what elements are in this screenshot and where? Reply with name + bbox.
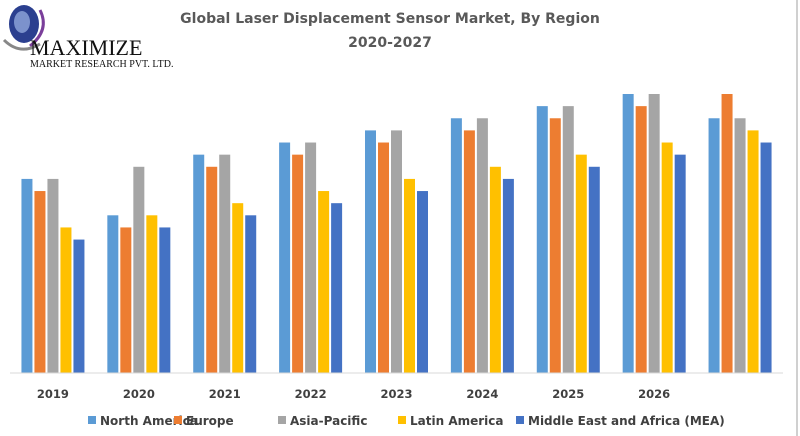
logo: MAXIMIZE MARKET RESEARCH PVT. LTD. — [2, 5, 173, 70]
bar-2019-asia-pacific — [47, 178, 59, 373]
x-tick-label: 2019 — [37, 387, 69, 401]
bar-last-middle-east-and-africa-mea- — [760, 142, 772, 373]
bar-2020-middle-east-and-africa-mea- — [159, 227, 171, 373]
bar-2025-asia-pacific — [562, 106, 574, 373]
legend-swatch — [398, 416, 406, 424]
legend-label: Middle East and Africa (MEA) — [528, 414, 725, 428]
bar-2021-north-america — [193, 154, 205, 373]
bar-2024-europe — [463, 130, 475, 373]
legend-label: Asia-Pacific — [290, 414, 367, 428]
legend-label: North America — [100, 414, 198, 428]
bar-2023-latin-america — [404, 178, 415, 373]
bar-2023-north-america — [365, 130, 376, 373]
bar-2022-north-america — [279, 142, 291, 373]
bar-2026-north-america — [622, 94, 634, 373]
x-tick-label: 2024 — [466, 387, 498, 401]
bar-2025-europe — [549, 118, 561, 374]
legend-swatch — [174, 416, 182, 424]
bar-2023-europe — [378, 142, 389, 373]
bar-2020-north-america — [107, 215, 119, 373]
logo-line2: MARKET RESEARCH PVT. LTD. — [30, 59, 173, 70]
bar-2020-asia-pacific — [133, 166, 145, 373]
logo-line1: MAXIMIZE — [30, 35, 142, 60]
bar-2019-latin-america — [60, 227, 72, 373]
bar-2024-middle-east-and-africa-mea- — [502, 178, 514, 373]
bar-2020-latin-america — [146, 215, 158, 373]
x-tick-label: 2022 — [295, 387, 327, 401]
bar-2026-middle-east-and-africa-mea- — [674, 154, 686, 373]
x-tick-label: 2026 — [638, 387, 670, 401]
x-tick-label: 2025 — [552, 387, 584, 401]
legend-swatch — [278, 416, 286, 424]
chart-title: Global Laser Displacement Sensor Market,… — [180, 11, 600, 27]
bar-2025-north-america — [536, 106, 548, 373]
bar-2026-europe — [635, 106, 647, 373]
bar-2024-latin-america — [489, 166, 501, 373]
x-tick-label: 2021 — [209, 387, 241, 401]
bar-2019-europe — [34, 191, 46, 373]
bar-2022-latin-america — [318, 191, 330, 373]
bar-last-latin-america — [747, 130, 759, 373]
bar-last-north-america — [708, 118, 720, 374]
bar-2024-north-america — [450, 118, 462, 374]
bar-2021-asia-pacific — [219, 154, 231, 373]
bar-2022-middle-east-and-africa-mea- — [331, 203, 343, 373]
bar-2019-middle-east-and-africa-mea- — [73, 239, 85, 373]
bar-last-europe — [721, 94, 733, 373]
bar-2019-north-america — [21, 178, 33, 373]
legend-swatch — [516, 416, 524, 424]
bar-2021-latin-america — [232, 203, 244, 373]
bar-2021-middle-east-and-africa-mea- — [245, 215, 257, 373]
chart-subtitle: 2020-2027 — [348, 35, 432, 51]
bar-2025-middle-east-and-africa-mea- — [588, 166, 600, 373]
bar-2023-asia-pacific — [391, 130, 402, 373]
bar-2022-asia-pacific — [305, 142, 317, 373]
bar-2021-europe — [206, 166, 218, 373]
legend-swatch — [88, 416, 96, 424]
bar-2023-middle-east-and-africa-mea- — [417, 191, 428, 373]
x-tick-label: 2023 — [380, 387, 412, 401]
bar-2024-asia-pacific — [476, 118, 488, 374]
x-tick-label: 2020 — [123, 387, 155, 401]
bar-2022-europe — [292, 154, 304, 373]
bar-2026-asia-pacific — [648, 94, 660, 373]
legend-label: Europe — [186, 414, 234, 428]
bar-2020-europe — [120, 227, 132, 373]
bar-2025-latin-america — [575, 154, 587, 373]
legend-label: Latin America — [410, 414, 504, 428]
bar-2026-latin-america — [661, 142, 673, 373]
bar-last-asia-pacific — [734, 118, 746, 374]
